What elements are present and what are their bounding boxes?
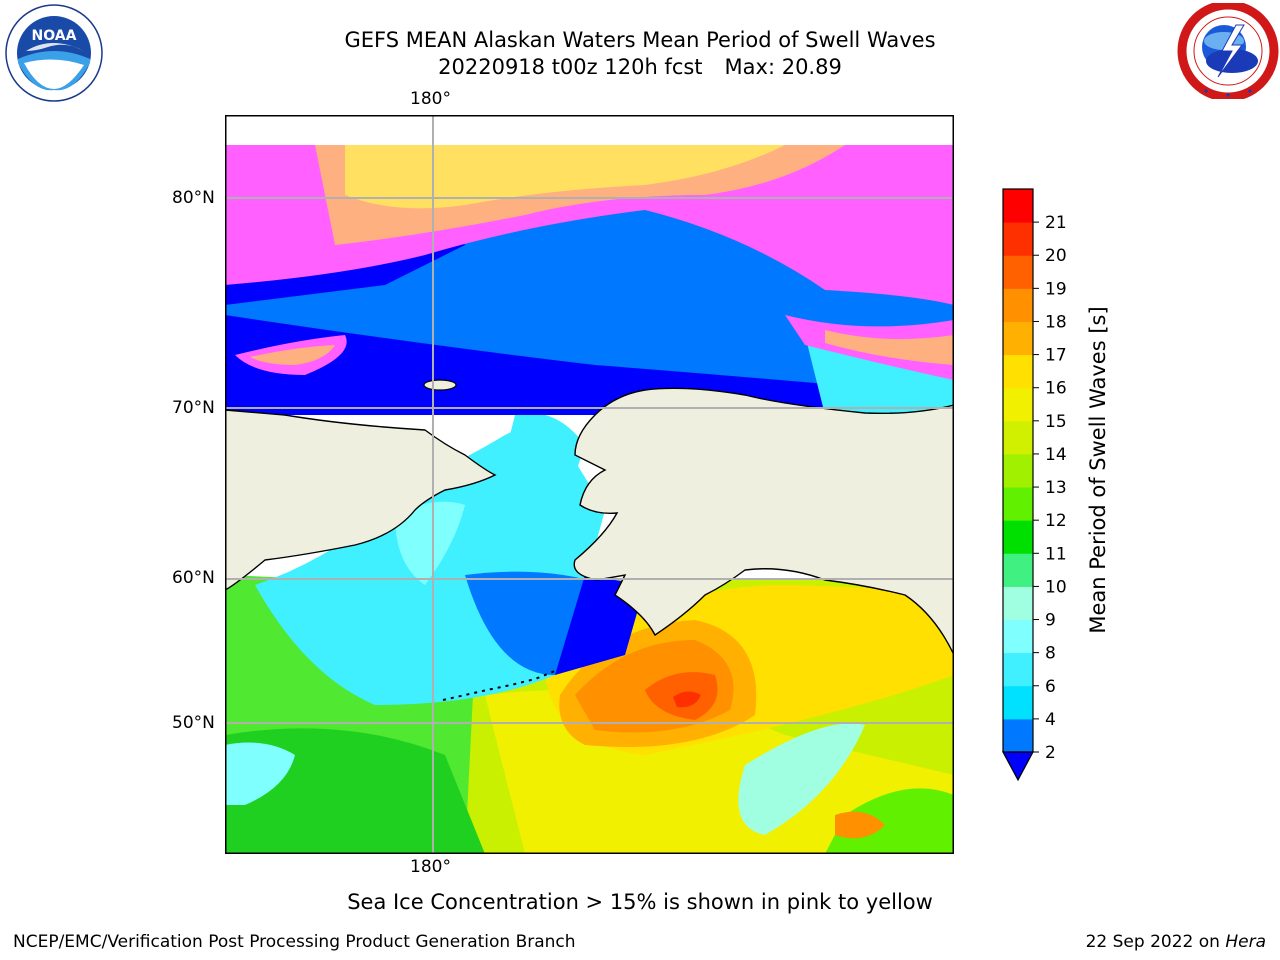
colorbar-tick-label: 10: [1045, 577, 1067, 597]
colorbar-swatch: [1003, 487, 1033, 521]
ocean-orange-patch: [835, 811, 885, 839]
colorbar-tick-label: 15: [1045, 412, 1067, 432]
colorbar-swatch: [1003, 288, 1033, 322]
bering-strait-cyan: [505, 413, 585, 505]
colorbar-swatch: [1003, 321, 1033, 356]
colorbar-swatch: [1003, 652, 1033, 687]
longitude-label-bottom: 180°: [410, 857, 451, 877]
aleutian-chain: [442, 670, 556, 701]
ocean-cyan-patch-south: [738, 723, 865, 835]
colorbar-tick-label: 12: [1045, 511, 1067, 531]
colorbar-swatch: [1003, 222, 1033, 256]
colorbar-swatch: [1003, 718, 1033, 753]
colorbar-tick-label: 6: [1045, 677, 1056, 697]
colorbar-ticks: 2 4 6 8 9 10 11 12 13 14 15 16 17 18 19 20 21: [1033, 213, 1067, 763]
arctic-dark-blue-south: [225, 315, 954, 415]
colorbar-tick-label: 17: [1045, 346, 1067, 366]
forecast-date: 20220918 t00z 120h fcst: [438, 55, 703, 79]
footer-date: 22 Sep 2022 on Hera: [1086, 932, 1266, 952]
st-lawrence-island: [423, 379, 457, 391]
colorbar-tick-label: 16: [1045, 379, 1067, 399]
sea-ice-note: Sea Ice Concentration > 15% is shown in …: [347, 890, 933, 914]
colorbar-tick-label: 21: [1045, 213, 1067, 233]
latitude-label-60: 60°N: [172, 568, 215, 588]
nws-logo-icon: [1177, 3, 1279, 99]
swell-period-map: [225, 115, 954, 854]
bering-light-cyan: [395, 501, 465, 585]
colorbar-tick-label: 9: [1045, 611, 1056, 631]
map-frame: [225, 115, 954, 854]
sea-ice-east-core: [825, 330, 954, 365]
colorbar-tick-label: 19: [1045, 279, 1067, 299]
colorbar-swatch: [1003, 453, 1033, 488]
colorbar-frame: [1002, 188, 1034, 753]
colorbar-swatch: [1003, 354, 1033, 389]
colorbar-swatch: [1003, 553, 1033, 587]
latitude-label-50: 50°N: [172, 713, 215, 733]
colorbar-tick-label: 14: [1045, 445, 1067, 465]
max-value: Max: 20.89: [724, 55, 842, 79]
footer-credit: NCEP/EMC/Verification Post Processing Pr…: [13, 932, 576, 952]
footer-date-text: 22 Sep 2022 on: [1085, 932, 1220, 952]
colorbar-tick-label: 4: [1045, 710, 1056, 730]
chart-subtitle: 20220918 t00z 120h fcst Max: 20.89: [0, 54, 1280, 80]
colorbar-swatch: [1003, 189, 1033, 223]
ocean-cyan-patch-west: [225, 742, 295, 805]
sea-ice-west-streak-core: [250, 345, 335, 365]
arctic-cyan-east: [805, 335, 954, 415]
land-alaska-canada: [573, 387, 954, 656]
colorbar-swatch: [1003, 255, 1033, 289]
noaa-logo-text: NOAA: [32, 28, 77, 44]
colorbar-swatch: [1003, 619, 1033, 654]
footer-host: Hera: [1225, 932, 1266, 952]
colorbar-title: Mean Period of Swell Waves [s]: [1086, 306, 1110, 634]
colorbar-swatch: [1003, 420, 1033, 455]
colorbar-swatch: [1003, 586, 1033, 621]
colorbar-swatch: [1003, 387, 1033, 422]
colorbar-under-triangle: [1001, 751, 1035, 782]
chart-title: GEFS MEAN Alaskan Waters Mean Period of …: [344, 28, 936, 52]
noaa-logo-icon: NOAA: [5, 4, 103, 102]
colorbar-tick-label: 20: [1045, 246, 1067, 266]
colorbar-tick-label: 18: [1045, 312, 1067, 332]
colorbar-tick-label: 11: [1045, 544, 1067, 564]
colorbar-swatches: [1003, 189, 1033, 753]
colorbar-tick-label: 2: [1045, 743, 1056, 763]
sea-ice-north-core: [345, 145, 785, 209]
colorbar-tick-label: 13: [1045, 478, 1067, 498]
longitude-label-top: 180°: [410, 89, 451, 109]
colorbar: 2 4 6 8 9 10 11 12 13 14 15 16 17 18 19 20 21: [1001, 188, 1067, 782]
colorbar-tick-label: 8: [1045, 644, 1056, 664]
colorbar-swatch: [1003, 685, 1033, 720]
colorbar-swatch: [1003, 520, 1033, 554]
latitude-label-80: 80°N: [172, 188, 215, 208]
land-siberia: [225, 409, 497, 591]
latitude-label-70: 70°N: [172, 398, 215, 418]
gulf-swell-red-core: [673, 691, 701, 708]
